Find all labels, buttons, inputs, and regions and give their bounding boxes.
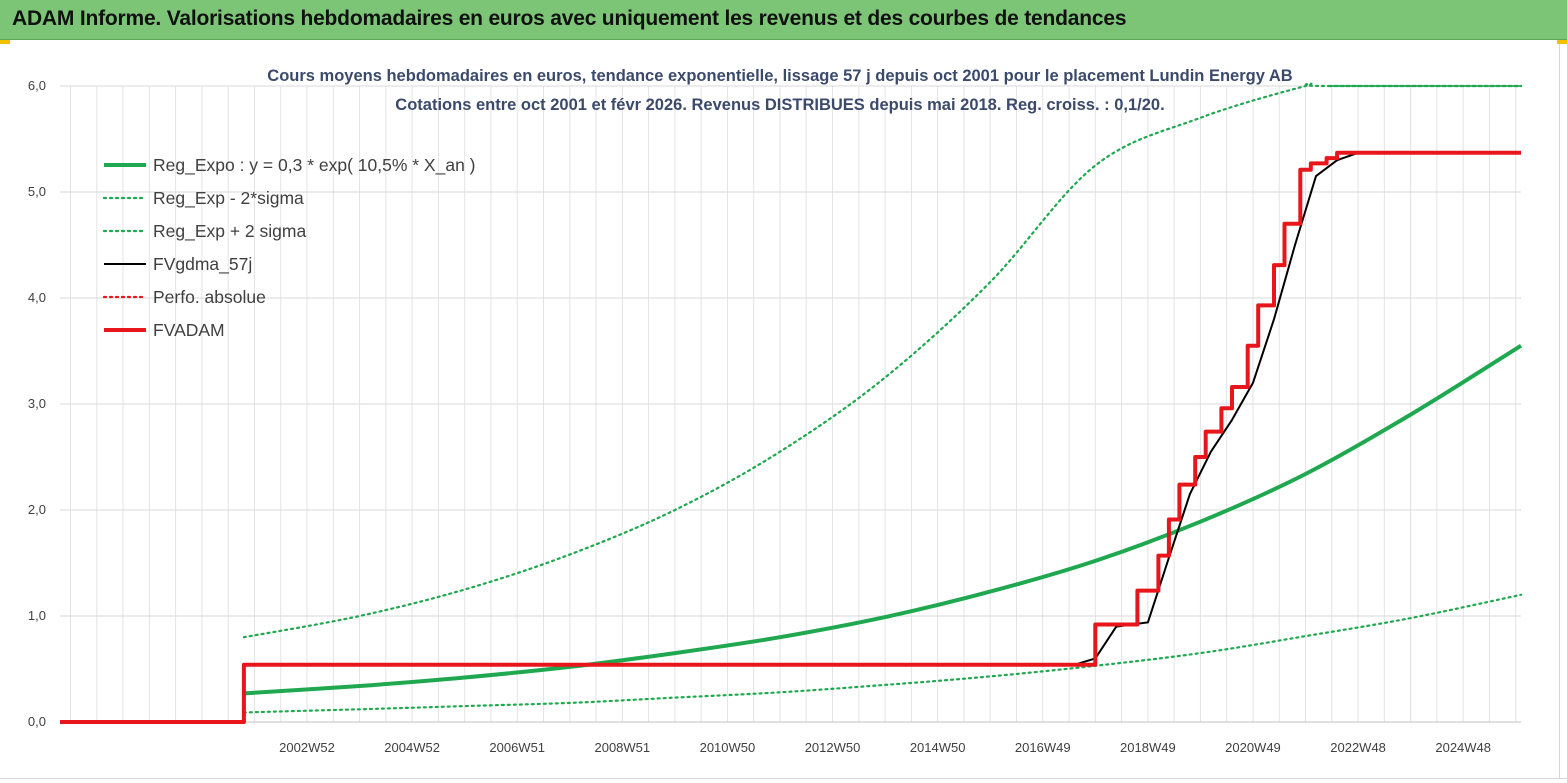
y-tick-label: 0,0 xyxy=(28,714,46,729)
y-tick-label: 2,0 xyxy=(28,502,46,517)
legend-label-3: FVgdma_57j xyxy=(153,254,252,275)
chart-series xyxy=(60,82,1523,724)
x-tick-label: 2022W48 xyxy=(1330,740,1386,755)
chart-right-border xyxy=(1559,44,1560,779)
chart-area: 0,0 1,0 2,0 3,0 4,0 5,0 6,0 2002W52 2004W52 2006W… xyxy=(28,67,1523,755)
banner-right-accent xyxy=(1557,40,1567,44)
x-tick-label: 2024W48 xyxy=(1435,740,1491,755)
chart-axes: 0,0 1,0 2,0 3,0 4,0 5,0 6,0 2002W52 2004W52 2006W… xyxy=(28,78,1521,755)
x-tick-label: 2006W51 xyxy=(489,740,545,755)
series-line-5 xyxy=(60,150,1521,724)
x-tick-label: 2012W50 xyxy=(805,740,861,755)
banner-left-accent xyxy=(0,40,10,44)
y-tick-label: 4,0 xyxy=(28,290,46,305)
chart-legend: Reg_Expo : y = 0,3 * exp( 10,5% * X_an )… xyxy=(102,155,476,340)
chart-grid xyxy=(60,85,1521,723)
legend-label-0: Reg_Expo : y = 0,3 * exp( 10,5% * X_an ) xyxy=(153,155,476,176)
x-tick-label: 2020W49 xyxy=(1225,740,1281,755)
legend-label-5: FVADAM xyxy=(153,320,225,340)
y-tick-label: 5,0 xyxy=(28,184,46,199)
x-tick-label: 2008W51 xyxy=(594,740,650,755)
x-tick-label: 2018W49 xyxy=(1120,740,1176,755)
x-tick-label: 2016W49 xyxy=(1015,740,1071,755)
series-line-1 xyxy=(242,593,1523,714)
y-tick-label: 1,0 xyxy=(28,608,46,623)
chart-title-line-1: Cours moyens hebdomadaires en euros, ten… xyxy=(267,67,1293,85)
chart-title-line-2: Cotations entre oct 2001 et févr 2026. R… xyxy=(395,96,1164,114)
chart-bottom-border xyxy=(0,778,1567,779)
legend-label-4: Perfo. absolue xyxy=(153,287,266,307)
series-line-2 xyxy=(242,82,1523,639)
x-tick-label: 2010W50 xyxy=(700,740,756,755)
report-title: ADAM Informe. Valorisations hebdomadaire… xyxy=(12,7,1127,30)
y-tick-label: 3,0 xyxy=(28,396,46,411)
series-line-0 xyxy=(243,344,1523,696)
legend-label-2: Reg_Exp + 2 sigma xyxy=(153,221,306,242)
report-banner: ADAM Informe. Valorisations hebdomadaire… xyxy=(0,0,1567,40)
y-tick-label: 6,0 xyxy=(28,78,46,93)
x-tick-label: 2002W52 xyxy=(279,740,335,755)
legend-label-1: Reg_Exp - 2*sigma xyxy=(153,188,304,209)
x-tick-label: 2004W52 xyxy=(384,740,440,755)
x-tick-label: 2014W50 xyxy=(910,740,966,755)
